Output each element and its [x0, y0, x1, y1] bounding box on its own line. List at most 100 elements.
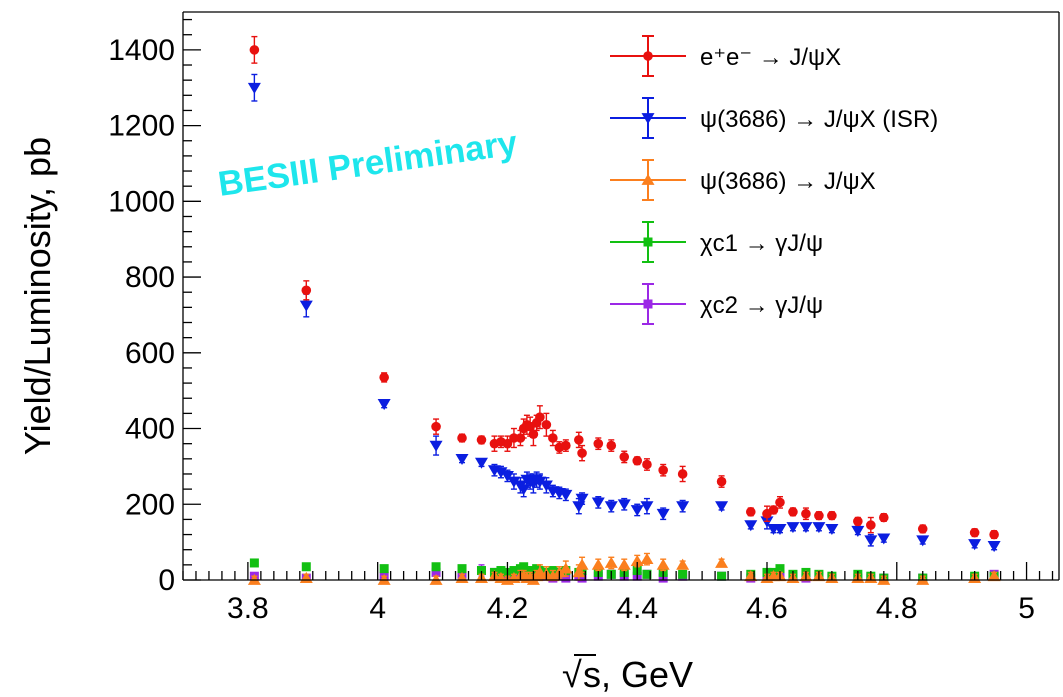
data-point: [299, 300, 313, 312]
plot-frame: [182, 11, 1060, 581]
y-axis-title: Yield/Luminosity, pb: [17, 137, 58, 455]
legend-label: e⁺e⁻ → J/ψX: [700, 44, 841, 71]
y-tick-label: 200: [125, 488, 175, 521]
data-point: [801, 508, 811, 519]
data-point: [455, 571, 469, 583]
y-tick-label: 800: [125, 261, 175, 294]
data-point: [987, 570, 1001, 582]
data-point: [825, 524, 839, 536]
legend-marker: [643, 51, 653, 61]
data-point: [591, 558, 605, 570]
legend-entry: ψ(3686) → J/ψX: [610, 159, 876, 201]
x-axis-radical: √: [562, 654, 582, 695]
legend-marker: [643, 299, 653, 309]
data-point: [247, 82, 261, 94]
legend: e⁺e⁻ → J/ψX ψ(3686) → J/ψX (ISR) ψ(3686) →…: [610, 35, 938, 325]
data-point: [539, 480, 553, 492]
data-point: [879, 512, 889, 523]
data-point: [575, 493, 589, 505]
data-point: [968, 539, 982, 551]
data-point: [814, 510, 824, 521]
legend-label: ψ(3686) → J/ψX (ISR): [700, 106, 938, 133]
data-point: [812, 522, 826, 534]
data-point: [775, 564, 785, 574]
y-tick-label: 400: [125, 413, 175, 446]
data-point: [630, 505, 644, 517]
x-axis-title: s, GeV: [583, 654, 693, 695]
legend-marker: [641, 113, 655, 125]
data-point: [496, 566, 506, 576]
x-tick-label: 3.8: [227, 592, 269, 625]
data-point: [678, 569, 688, 579]
data-point: [572, 566, 586, 578]
data-point: [640, 501, 654, 513]
legend-entry: ψ(3686) → J/ψX (ISR): [610, 97, 938, 139]
data-point: [864, 535, 878, 547]
data-point: [917, 524, 928, 534]
data-point: [658, 465, 668, 475]
legend-label: ψ(3686) → J/ψX: [700, 168, 876, 195]
data-point: [500, 470, 514, 483]
data-point: [559, 489, 573, 501]
data-point: [249, 45, 260, 55]
data-point: [593, 438, 604, 449]
data-point: [249, 558, 259, 568]
data-point: [301, 562, 311, 572]
data-point: [591, 497, 605, 509]
legend-marker: [641, 173, 655, 185]
data-point: [431, 562, 441, 572]
data-point: [574, 435, 584, 445]
data-point: [642, 459, 652, 470]
x-tick-label: 4.2: [487, 592, 529, 625]
data-point: [548, 433, 558, 443]
data-point: [377, 399, 391, 411]
data-point: [987, 541, 1001, 553]
data-point: [617, 499, 631, 511]
data-point: [572, 501, 586, 513]
data-point: [717, 571, 727, 581]
data-point: [431, 567, 441, 577]
data-point: [851, 525, 865, 537]
legend-entry: χc1 → γJ/ψ: [610, 221, 823, 263]
data-point: [716, 476, 727, 487]
data-point: [676, 501, 690, 513]
y-tick-label: 1200: [108, 110, 175, 143]
data-point: [989, 529, 999, 540]
data-point: [969, 527, 980, 538]
data-point: [656, 508, 670, 520]
data-point: [535, 412, 545, 422]
data-point: [509, 566, 519, 576]
data-point: [656, 558, 670, 570]
data-point: [676, 558, 690, 570]
series-0: [249, 35, 999, 540]
data-point: [533, 476, 547, 488]
data-point: [768, 505, 779, 515]
y-tick-label: 600: [125, 337, 175, 370]
data-point: [775, 497, 785, 508]
data-point: [866, 520, 876, 530]
data-point: [677, 469, 688, 479]
data-point: [827, 510, 837, 521]
y-axis-ticks: 0 200 400 600 800 1000 1200 1400: [108, 18, 201, 597]
data-point: [786, 522, 800, 534]
data-point: [575, 558, 589, 570]
legend-label: χc2 → γJ/ψ: [700, 292, 823, 319]
x-tick-label: 5: [1018, 592, 1035, 625]
data-point: [577, 573, 587, 583]
data-point: [429, 440, 443, 452]
data-point: [788, 507, 798, 517]
data-point: [455, 453, 469, 466]
x-tick-label: 4: [369, 592, 386, 625]
y-tick-label: 1000: [108, 185, 175, 218]
data-point: [546, 570, 560, 582]
data-point: [642, 569, 652, 579]
data-point: [561, 573, 571, 583]
data-point: [617, 558, 631, 570]
data-point: [457, 433, 467, 443]
x-axis-ticks: 3.8 4 4.2 4.4 4.6 4.8 5: [182, 562, 1054, 625]
data-point: [916, 535, 930, 547]
y-tick-label: 1400: [108, 34, 175, 67]
data-point: [619, 452, 630, 462]
data-point: [577, 448, 587, 458]
